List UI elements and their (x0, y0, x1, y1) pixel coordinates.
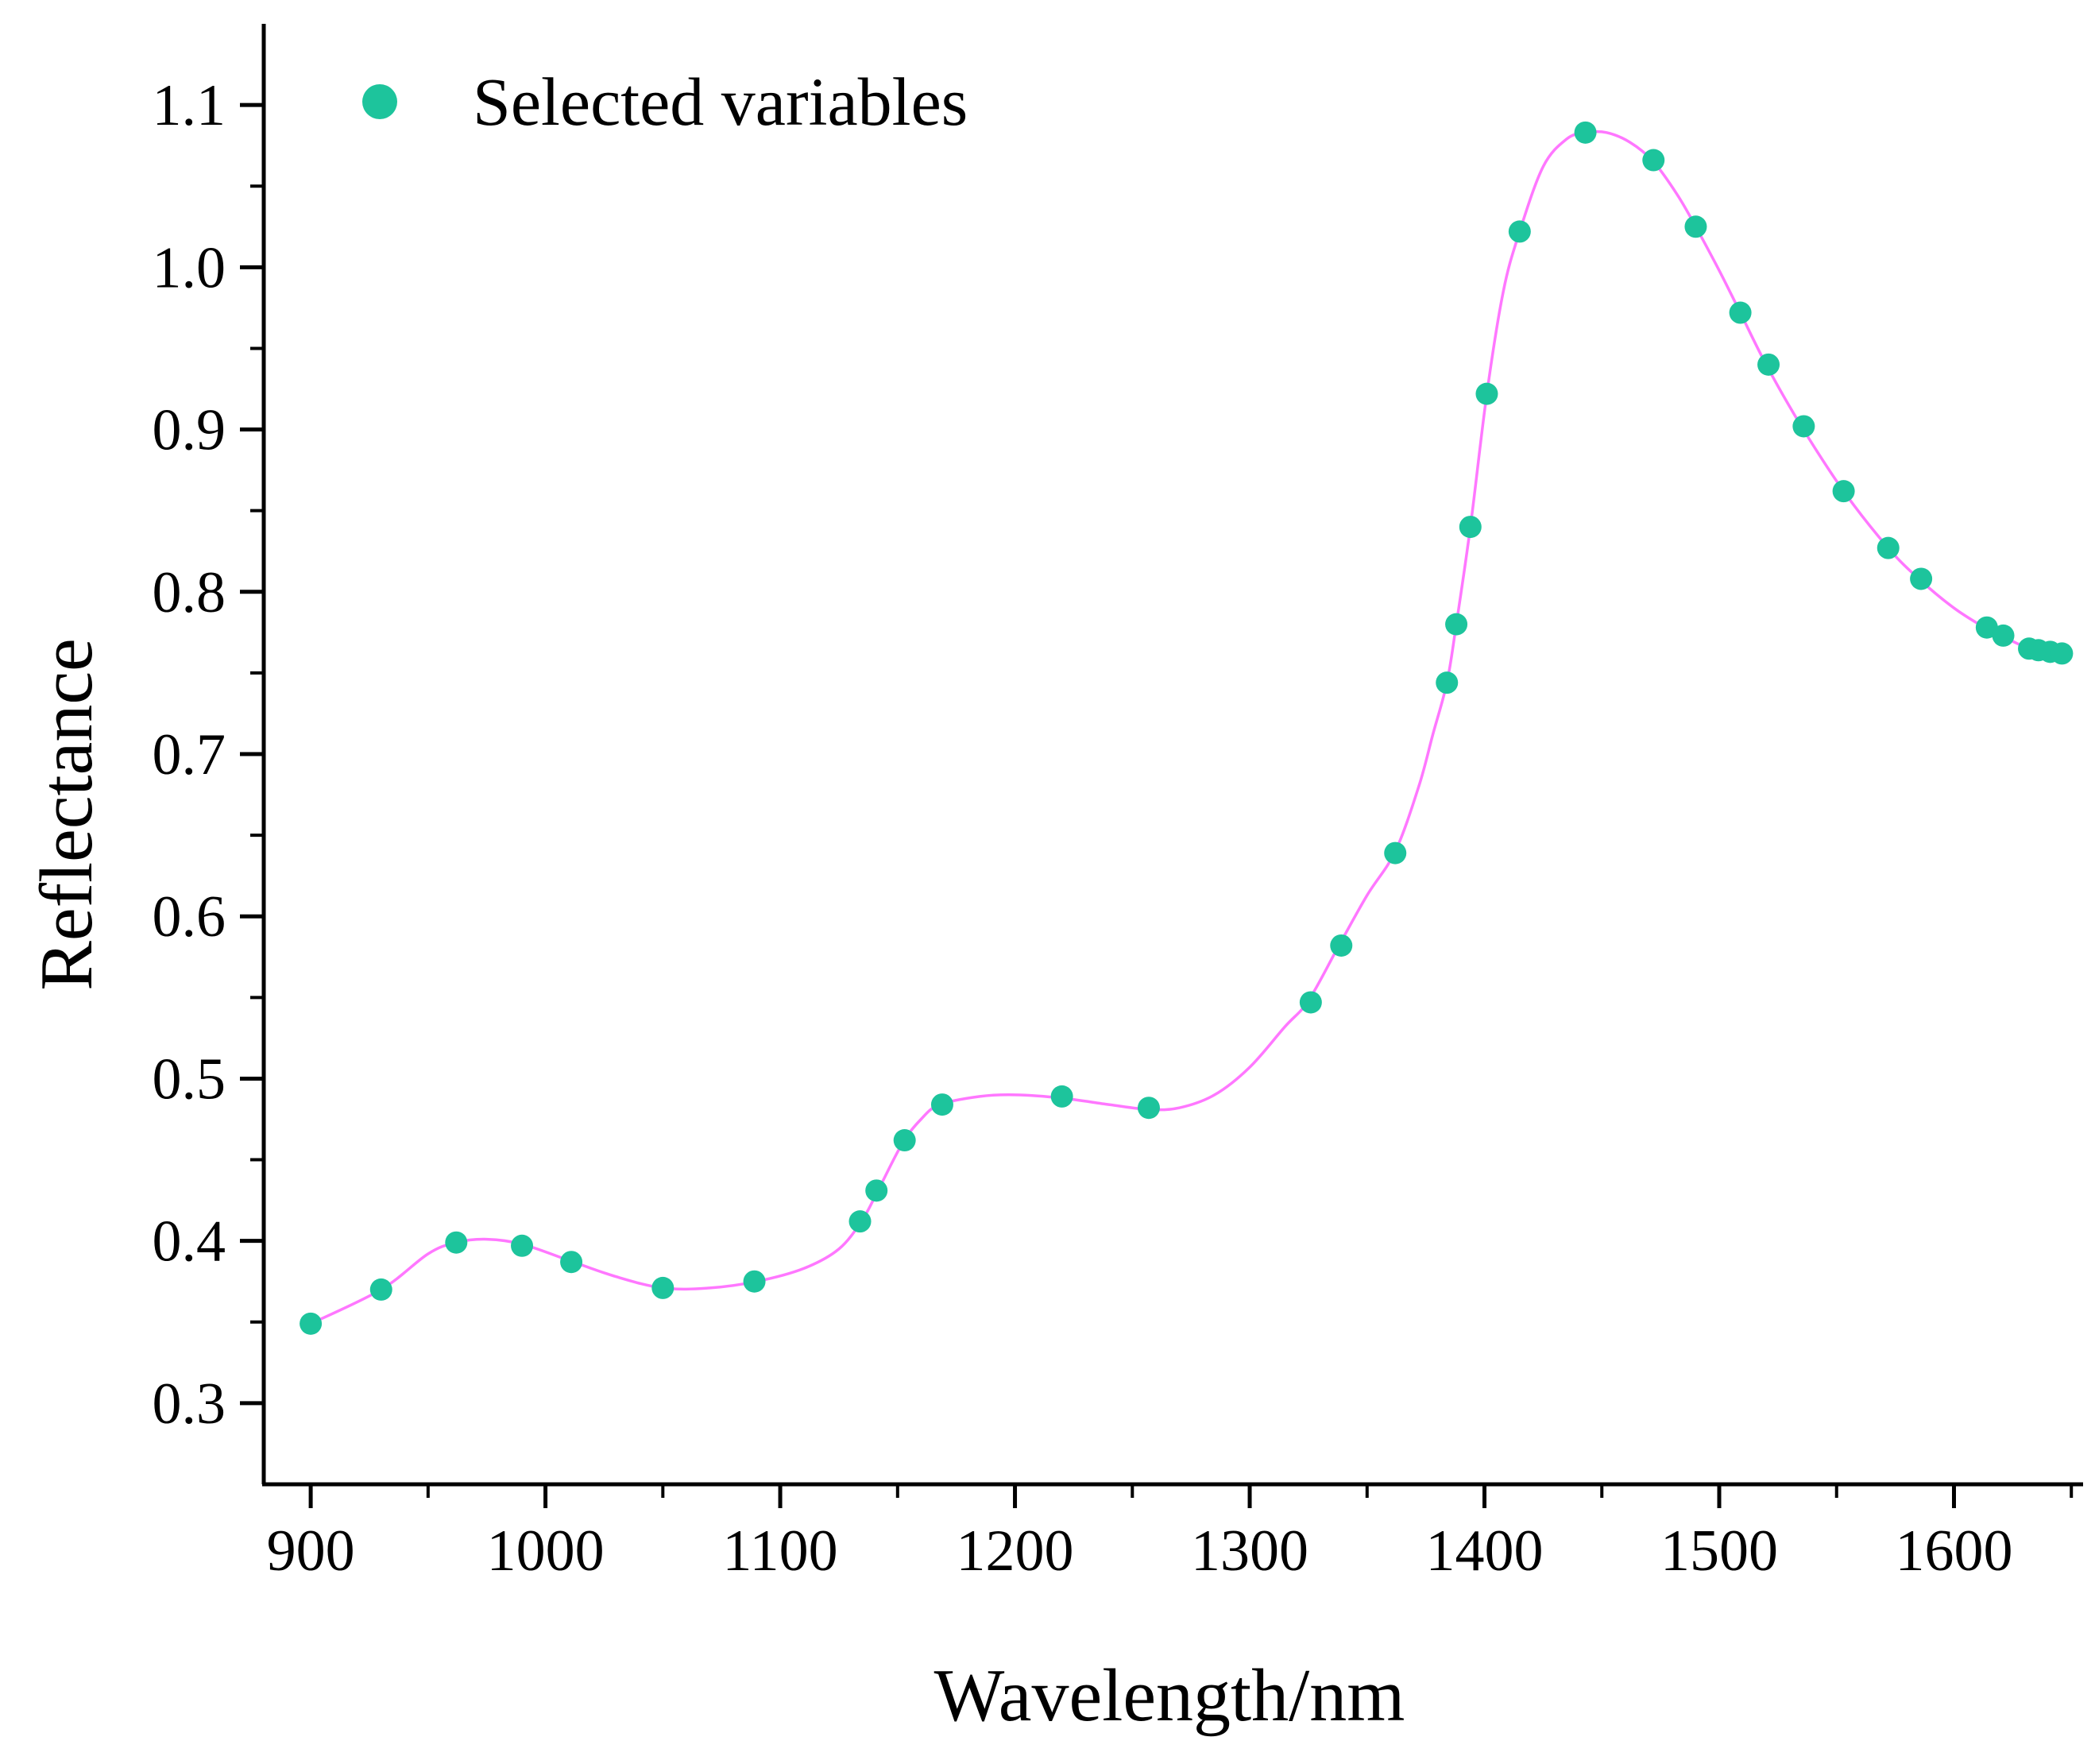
x-tick-label: 1400 (1426, 1518, 1544, 1584)
selected-variable-point (1508, 220, 1531, 243)
tick-marks (240, 103, 2074, 1508)
y-tick-label: 0.9 (153, 398, 226, 463)
selected-variable-point (445, 1231, 468, 1254)
x-axis-title: Wavelength/nm (934, 1654, 1405, 1737)
selected-variable-point (1137, 1097, 1160, 1120)
selected-points-layer (300, 121, 2074, 1335)
selected-variable-point (848, 1210, 872, 1233)
legend-marker (362, 84, 397, 119)
y-tick-label: 1.0 (153, 235, 226, 300)
selected-variable-point (560, 1251, 583, 1274)
selected-variable-point (930, 1093, 953, 1116)
selected-variable-point (893, 1129, 916, 1152)
x-tick-label: 1200 (957, 1518, 1074, 1584)
selected-variable-point (369, 1278, 392, 1301)
selected-variable-point (1684, 215, 1707, 238)
selected-variable-point (2051, 642, 2074, 665)
selected-variable-point (1910, 567, 1933, 590)
y-tick-label: 0.6 (153, 884, 226, 950)
spectrum-line-layer (310, 130, 2062, 1325)
y-tick-label: 0.8 (153, 560, 226, 625)
y-tick-label: 0.3 (153, 1371, 226, 1437)
selected-variable-point (865, 1179, 888, 1202)
selected-variable-point (1384, 841, 1407, 865)
selected-variable-point (511, 1234, 534, 1257)
tick-labels: 900 1000 1100 1200 1300 1400 1500 1600 0.3 0.4 0.5… (153, 73, 2013, 1584)
selected-variable-point (1574, 121, 1597, 144)
selected-variable-point (1050, 1085, 1073, 1108)
legend: Selected variables (362, 64, 968, 140)
selected-variable-point (651, 1276, 674, 1299)
selected-variable-point (1436, 671, 1459, 694)
selected-variable-point (1445, 613, 1468, 636)
selected-variable-point (1475, 382, 1498, 405)
y-tick-label: 0.4 (153, 1209, 226, 1275)
selected-variable-point (1992, 624, 2015, 647)
legend-label: Selected variables (473, 64, 968, 140)
x-tick-label: 1600 (1895, 1518, 2012, 1584)
selected-variable-point (1975, 616, 1998, 639)
selected-variable-point (1459, 516, 1482, 539)
x-tick-label: 1300 (1191, 1518, 1308, 1584)
x-tick-label: 1500 (1660, 1518, 1778, 1584)
spectrum-line (310, 130, 2062, 1325)
x-tick-label: 900 (267, 1518, 355, 1584)
axes (261, 24, 2083, 1487)
selected-variable-point (1330, 934, 1353, 957)
selected-variable-point (1757, 353, 1780, 376)
selected-variable-point (300, 1312, 323, 1335)
y-tick-label: 1.1 (153, 73, 226, 138)
y-tick-label: 0.5 (153, 1046, 226, 1112)
selected-variable-point (1792, 415, 1815, 438)
y-axis-title: Reflectance (25, 638, 108, 991)
y-tick-label: 0.7 (153, 722, 226, 787)
selected-variable-point (1877, 536, 1900, 559)
selected-variable-point (1832, 480, 1855, 503)
x-tick-label: 1000 (487, 1518, 605, 1584)
x-tick-label: 1100 (722, 1518, 837, 1584)
selected-variable-point (743, 1270, 766, 1293)
selected-variable-point (1299, 991, 1322, 1014)
selected-variable-point (1642, 149, 1665, 172)
selected-variable-point (1729, 301, 1752, 324)
